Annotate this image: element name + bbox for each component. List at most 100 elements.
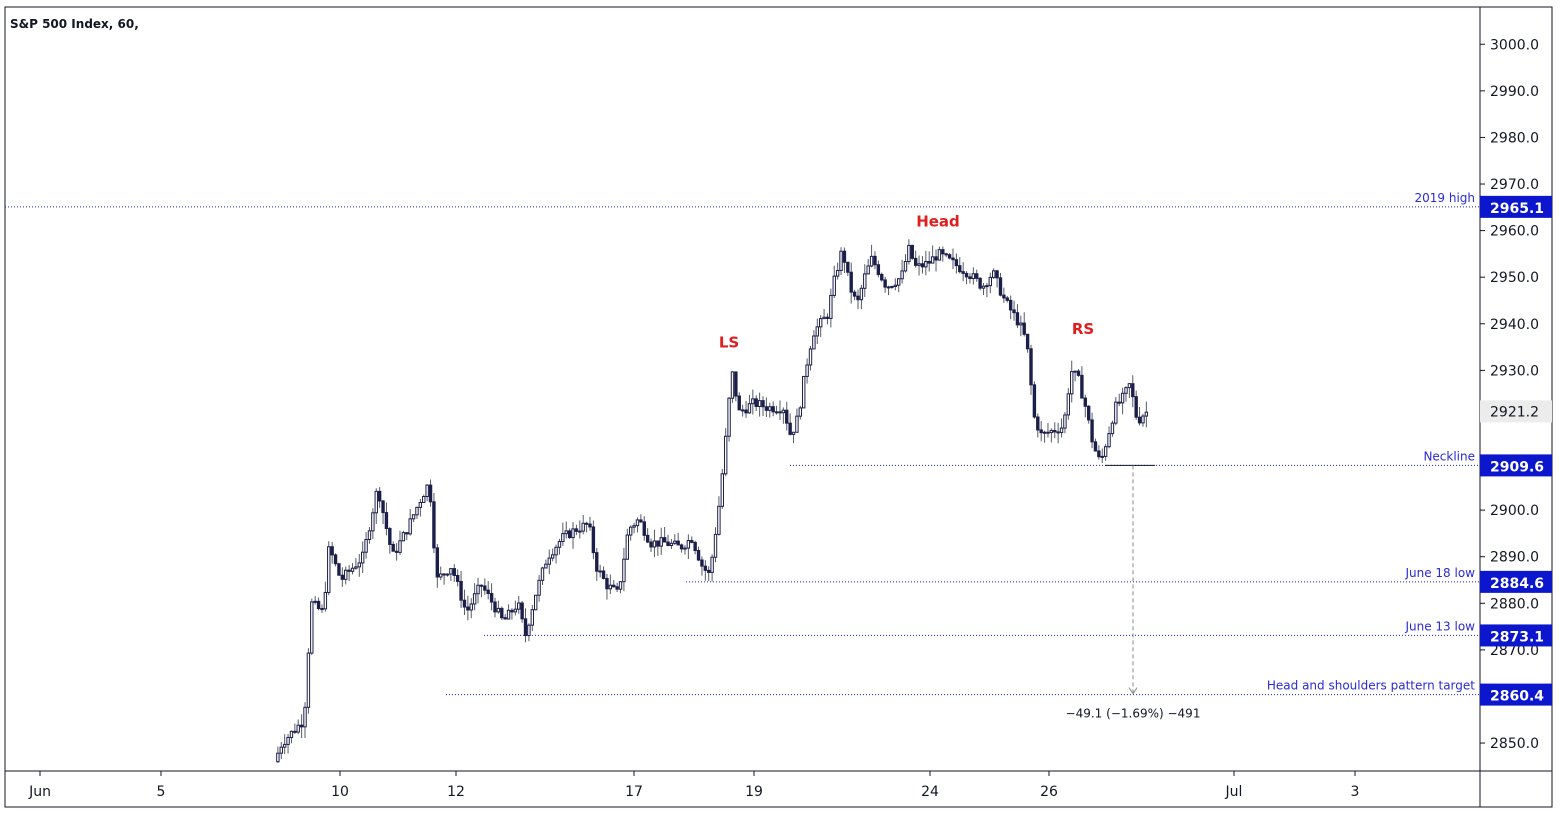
- candle-body: [710, 556, 714, 573]
- candle-body: [740, 409, 745, 412]
- candle-body: [371, 512, 375, 532]
- candle-body: [557, 541, 562, 548]
- candle-body: [768, 406, 772, 411]
- candle-body: [550, 554, 555, 559]
- y-tick-label: 2890.0: [1490, 550, 1539, 566]
- candle-body: [873, 255, 877, 266]
- candle-body: [737, 395, 741, 411]
- candle-body: [1086, 405, 1091, 421]
- candle-body: [995, 270, 999, 279]
- candle-body: [384, 512, 389, 530]
- candle-body: [988, 276, 992, 287]
- candle-body: [534, 594, 538, 611]
- candle-body: [598, 570, 602, 573]
- candle-body: [1097, 450, 1101, 458]
- candle-body: [513, 608, 518, 613]
- candle-body: [1070, 371, 1074, 395]
- candle-body: [771, 406, 775, 413]
- candle-body: [1012, 309, 1016, 314]
- candle-body: [411, 514, 416, 520]
- candle-body: [954, 259, 959, 267]
- candle-body: [439, 573, 443, 578]
- candle-body: [581, 522, 585, 532]
- candle-body: [520, 602, 524, 620]
- candle-body: [805, 364, 809, 377]
- candle-body: [754, 398, 758, 408]
- candle-body: [788, 422, 792, 435]
- candle-body: [354, 566, 358, 569]
- candle-body: [1093, 441, 1098, 452]
- candle-body: [1110, 422, 1115, 435]
- x-tick-label: Jul: [1225, 784, 1243, 800]
- level-price-text: 2873.1: [1490, 629, 1544, 645]
- candle-body: [286, 736, 290, 745]
- candle-body: [289, 730, 294, 738]
- candle-body: [628, 526, 633, 536]
- candle-body: [835, 269, 840, 277]
- candle-body: [856, 295, 860, 301]
- candle-body: [313, 600, 317, 603]
- candle-body: [1053, 429, 1057, 433]
- candle-body: [479, 584, 484, 587]
- candle-body: [394, 550, 399, 553]
- candle-body: [778, 411, 782, 414]
- candle-body: [971, 273, 976, 280]
- candle-body: [442, 573, 446, 576]
- candle-body: [323, 591, 328, 610]
- candle-body: [432, 501, 436, 549]
- candle-body: [829, 294, 833, 319]
- candle-body: [991, 270, 996, 278]
- candle-body: [1144, 411, 1149, 417]
- candle-body: [1100, 455, 1104, 458]
- candle-body: [527, 624, 531, 637]
- candle-body: [645, 534, 650, 543]
- candle-body: [462, 599, 467, 608]
- candle-body: [920, 263, 925, 268]
- pattern-label: Head: [916, 213, 960, 231]
- candle-body: [717, 505, 721, 535]
- candle-body: [913, 257, 918, 266]
- candle-body: [360, 551, 365, 564]
- candle-body: [961, 271, 965, 274]
- candle-body: [381, 500, 385, 514]
- candle-body: [418, 501, 423, 508]
- y-tick-label: 2850.0: [1490, 736, 1539, 752]
- candle-body: [537, 579, 541, 596]
- candle-body: [903, 261, 908, 272]
- candle-body: [968, 276, 972, 280]
- candle-body: [832, 275, 836, 296]
- candle-body: [910, 244, 914, 259]
- candle-body: [757, 400, 762, 408]
- candle-body: [880, 273, 884, 281]
- candle-body: [344, 569, 348, 580]
- candle-body: [1114, 401, 1118, 424]
- x-tick-label: 5: [157, 784, 166, 800]
- candle-body: [340, 574, 345, 580]
- candle-body: [405, 532, 409, 535]
- candle-body: [367, 530, 372, 540]
- candle-body: [299, 724, 304, 728]
- candle-body: [825, 316, 830, 319]
- candle-body: [1025, 333, 1030, 350]
- candle-body: [686, 540, 691, 549]
- candle-body: [415, 506, 419, 516]
- candle-body: [320, 608, 324, 611]
- candle-body: [428, 484, 433, 503]
- candle-body: [584, 522, 589, 525]
- candle-body: [676, 540, 680, 546]
- candle-body: [951, 257, 955, 261]
- candle-body: [751, 398, 755, 405]
- candle-body: [927, 260, 931, 264]
- y-tick-label: 2990.0: [1490, 84, 1539, 100]
- candle-body: [849, 271, 853, 293]
- candle-body: [690, 540, 694, 543]
- candle-body: [601, 570, 606, 579]
- candle-body: [761, 400, 765, 408]
- candle-body: [1076, 370, 1081, 376]
- candle-body: [1002, 294, 1006, 299]
- level-label: Head and shoulders pattern target: [1267, 679, 1475, 693]
- candle-body: [605, 577, 609, 590]
- candle-body: [449, 568, 453, 575]
- candle-body: [622, 558, 626, 583]
